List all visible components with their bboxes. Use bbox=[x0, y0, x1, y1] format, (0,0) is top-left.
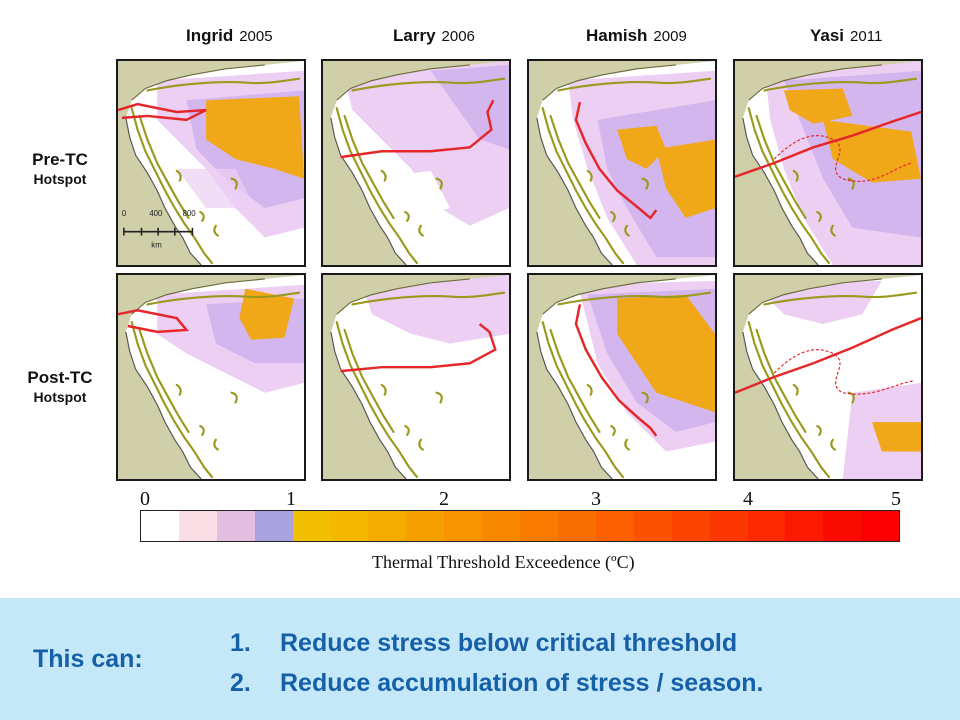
summary-list: 1. Reduce stress below critical threshold… bbox=[230, 623, 764, 703]
colorbar-swatch-15 bbox=[709, 511, 748, 541]
colorbar-swatch-11 bbox=[557, 511, 596, 541]
colorbar-tick-1: 1 bbox=[286, 488, 296, 510]
colorbar-swatch-4 bbox=[292, 511, 331, 541]
list-item: 1. Reduce stress below critical threshold bbox=[230, 623, 764, 663]
colorbar-tick-5: 5 bbox=[891, 488, 901, 510]
cyclone-name: Larry bbox=[393, 26, 436, 45]
column-header-yasi: Yasi 2011 bbox=[810, 26, 882, 50]
colorbar-swatch-19 bbox=[861, 511, 900, 541]
colorbar-title: Thermal Threshold Exceedence (ºC) bbox=[372, 552, 635, 572]
list-number: 2. bbox=[230, 669, 251, 697]
map-yasi-pre-tc bbox=[733, 59, 923, 267]
row-title: Post-TC bbox=[27, 368, 93, 387]
scale-bar: 0 400 800 km bbox=[122, 209, 196, 249]
row-subtitle: Hotspot bbox=[33, 389, 87, 405]
map-ingrid-post-tc bbox=[116, 273, 306, 481]
colorbar-swatch-10 bbox=[520, 511, 558, 541]
cyclone-year: 2006 bbox=[441, 28, 475, 45]
column-header-larry: Larry 2006 bbox=[393, 26, 475, 50]
scale-tick-0: 0 bbox=[122, 209, 127, 218]
colorbar-swatch-18 bbox=[823, 511, 862, 541]
row-title: Pre-TC bbox=[32, 150, 88, 169]
colorbar-swatch-2 bbox=[216, 511, 255, 541]
map-ingrid-pre-tc: 0 400 800 km bbox=[116, 59, 306, 267]
map-hamish-post-tc bbox=[527, 273, 717, 481]
colorbar-swatch-3 bbox=[254, 511, 293, 541]
colorbar-swatch-13 bbox=[633, 511, 672, 541]
cyclone-name: Ingrid bbox=[186, 26, 234, 45]
scale-unit: km bbox=[151, 240, 161, 249]
cyclone-year: 2011 bbox=[850, 28, 883, 45]
scale-tick-400: 400 bbox=[149, 209, 163, 218]
row-label-post-tc: Post-TC Hotspot bbox=[10, 368, 110, 405]
colorbar-swatch-8 bbox=[444, 511, 483, 541]
cyclone-year: 2005 bbox=[239, 28, 273, 45]
cyclone-year: 2009 bbox=[653, 28, 687, 45]
colorbar-swatch-17 bbox=[785, 511, 824, 541]
colorbar-tick-4: 4 bbox=[743, 488, 753, 510]
row-subtitle: Hotspot bbox=[33, 171, 87, 187]
colorbar-swatch-9 bbox=[482, 511, 521, 541]
colorbar-swatch-5 bbox=[330, 511, 369, 541]
colorbar-tick-2: 2 bbox=[439, 488, 449, 510]
map-larry-pre-tc bbox=[321, 59, 511, 267]
summary-panel bbox=[0, 598, 960, 720]
column-header-ingrid: Ingrid 2005 bbox=[186, 26, 273, 50]
column-header-hamish: Hamish 2009 bbox=[586, 26, 687, 50]
row-label-pre-tc: Pre-TC Hotspot bbox=[10, 150, 110, 187]
map-hamish-pre-tc bbox=[527, 59, 717, 267]
list-item: 2. Reduce accumulation of stress / season… bbox=[230, 663, 764, 703]
colorbar-swatch-6 bbox=[368, 511, 407, 541]
map-yasi-post-tc bbox=[733, 273, 923, 481]
colorbar-tick-0: 0 bbox=[140, 488, 150, 510]
colorbar-tick-3: 3 bbox=[591, 488, 601, 510]
cyclone-name: Hamish bbox=[586, 26, 648, 45]
color-scale-bar bbox=[140, 510, 900, 542]
colorbar-swatch-7 bbox=[406, 511, 445, 541]
colorbar-swatch-0 bbox=[141, 511, 179, 541]
cyclone-name: Yasi bbox=[810, 26, 845, 45]
list-text: Reduce accumulation of stress / season. bbox=[280, 669, 764, 697]
colorbar-swatch-16 bbox=[747, 511, 786, 541]
scale-tick-800: 800 bbox=[183, 209, 197, 218]
colorbar-swatch-14 bbox=[671, 511, 710, 541]
colorbar-swatch-1 bbox=[178, 511, 217, 541]
list-text: Reduce stress below critical threshold bbox=[280, 629, 738, 657]
colorbar-swatch-12 bbox=[595, 511, 634, 541]
map-larry-post-tc bbox=[321, 273, 511, 481]
list-number: 1. bbox=[230, 629, 251, 657]
summary-lead: This can: bbox=[33, 645, 143, 673]
